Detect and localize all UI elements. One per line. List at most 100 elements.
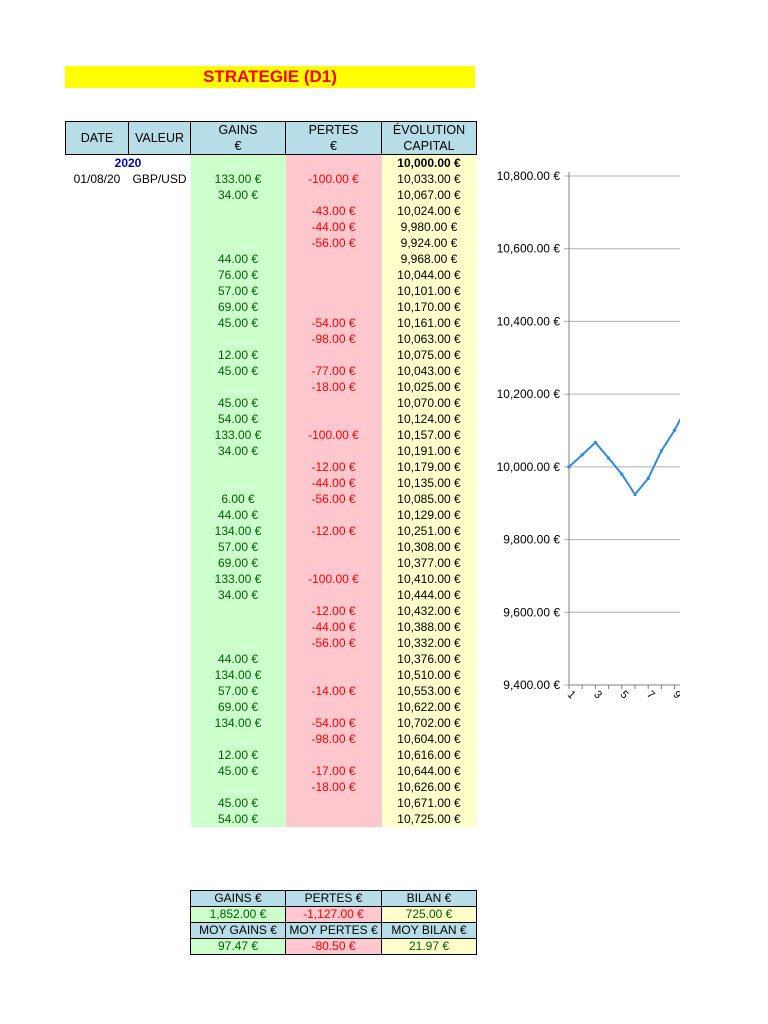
perte-cell (285, 299, 382, 315)
table-row: 12.00 € 10,075.00 € (66, 347, 477, 363)
valeur-cell (129, 619, 191, 635)
y-tick-label: 10,400.00 € (497, 314, 561, 328)
date-cell (66, 187, 129, 203)
date-cell (66, 395, 129, 411)
gain-cell: 133.00 € (190, 427, 286, 443)
valeur-cell (129, 683, 191, 699)
summary-table: GAINS € PERTES € BILAN € 1,852.00 € -1,1… (190, 890, 477, 955)
date-cell (66, 331, 129, 347)
summary-header-bilan: BILAN € (381, 890, 477, 907)
table-row: -18.00 €10,626.00 € (66, 779, 477, 795)
perte-cell (285, 347, 382, 363)
table-row: 45.00 € -54.00 €10,161.00 € (66, 315, 477, 331)
valeur-cell (129, 523, 191, 539)
valeur-cell (129, 763, 191, 779)
data-point (593, 440, 597, 444)
perte-cell: -98.00 € (285, 731, 382, 747)
gain-cell: 69.00 € (190, 555, 286, 571)
valeur-cell (129, 443, 191, 459)
loss-cell (285, 154, 382, 171)
table-row: 34.00 € 10,067.00 € (66, 187, 477, 203)
table-row: 01/08/20 GBP/USD 133.00 € -100.00 €10,033.0… (66, 171, 477, 187)
header-date: DATE (65, 121, 129, 155)
y-tick-label: 9,400.00 € (503, 678, 560, 692)
gain-cell: 45.00 € (190, 315, 286, 331)
table-row: 76.00 € 10,044.00 € (66, 267, 477, 283)
perte-cell: -18.00 € (285, 779, 382, 795)
gain-cell (190, 635, 286, 651)
table-row: -18.00 €10,025.00 € (66, 379, 477, 395)
date-cell: 01/08/20 (73, 172, 121, 186)
capital-cell: 10,251.00 € (381, 523, 477, 539)
valeur-cell (129, 587, 191, 603)
gain-cell: 6.00 € (190, 491, 286, 507)
valeur-cell (129, 475, 191, 491)
perte-cell (285, 539, 382, 555)
date-cell (66, 731, 129, 747)
perte-cell: -54.00 € (285, 715, 382, 731)
valeur-cell (129, 411, 191, 427)
header-gains-line2: € (234, 139, 242, 153)
valeur-cell (129, 731, 191, 747)
y-tick-label: 10,600.00 € (497, 242, 561, 256)
date-cell (66, 779, 129, 795)
perte-cell (285, 251, 382, 267)
date-cell (66, 251, 129, 267)
date-cell (66, 219, 129, 235)
capital-cell: 10,644.00 € (381, 763, 477, 779)
table-row: 44.00 € 9,968.00 € (66, 251, 477, 267)
valeur-cell (129, 779, 191, 795)
valeur-cell (129, 635, 191, 651)
gain-cell: 133.00 € (190, 571, 286, 587)
gain-cell: 134.00 € (190, 667, 286, 683)
table-row: 45.00 € -17.00 €10,644.00 € (66, 763, 477, 779)
perte-cell: -77.00 € (285, 363, 382, 379)
capital-cell: 10,553.00 € (381, 683, 477, 699)
summary-values-row-2: 97.47 € -80.50 € 21.97 € (190, 938, 477, 955)
date-cell (66, 587, 129, 603)
table-row: -44.00 €9,980.00 € (66, 219, 477, 235)
gain-cell (190, 731, 286, 747)
date-cell (66, 363, 129, 379)
x-tick-label: 5 (618, 689, 631, 702)
valeur-cell (129, 315, 191, 331)
header-capital-line1: ÉVOLUTION (392, 123, 466, 137)
table-row: 134.00 € -12.00 €10,251.00 € (66, 523, 477, 539)
gain-cell (190, 379, 286, 395)
perte-cell: -17.00 € (285, 763, 382, 779)
date-cell (66, 235, 129, 251)
summary-avg-gains: 97.47 € (190, 938, 286, 955)
x-tick-label: 1 (565, 689, 578, 702)
capital-cell: 10,043.00 € (381, 363, 477, 379)
summary-total-gains: 1,852.00 € (190, 906, 286, 923)
summary-header-moy-bilan: MOY BILAN € (381, 922, 477, 939)
perte-cell: -44.00 € (285, 219, 382, 235)
table-row: -12.00 €10,179.00 € (66, 459, 477, 475)
valeur-cell (129, 459, 191, 475)
capital-cell: 10,161.00 € (381, 315, 477, 331)
date-cell (66, 795, 129, 811)
capital-cell: 10,332.00 € (381, 635, 477, 651)
gain-cell: 76.00 € (190, 267, 286, 283)
capital-cell: 10,101.00 € (381, 283, 477, 299)
date-cell (66, 635, 129, 651)
perte-cell: -18.00 € (285, 379, 382, 395)
capital-cell: 10,070.00 € (381, 395, 477, 411)
header-pertes: PERTES € (285, 121, 382, 155)
valeur-cell (129, 331, 191, 347)
year-label: 2020 (114, 156, 142, 170)
capital-cell: 10,179.00 € (381, 459, 477, 475)
gain-cell: 34.00 € (190, 187, 286, 203)
perte-cell (285, 699, 382, 715)
gain-cell (190, 619, 286, 635)
perte-cell (285, 443, 382, 459)
header-pertes-line2: € (330, 139, 337, 153)
table-row: 34.00 € 10,444.00 € (66, 587, 477, 603)
gain-cell: 45.00 € (190, 763, 286, 779)
capital-cell: 10,067.00 € (381, 187, 477, 203)
date-cell (66, 619, 129, 635)
valeur-cell (129, 667, 191, 683)
perte-cell (285, 507, 382, 523)
valeur-cell (129, 347, 191, 363)
summary-header-gains: GAINS € (190, 890, 286, 907)
